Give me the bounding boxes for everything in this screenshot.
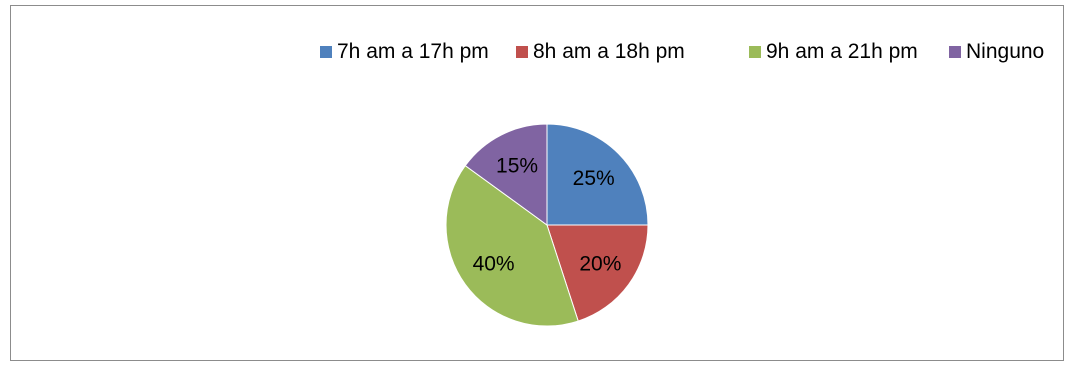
legend-item-7h-17h: 7h am a 17h pm [320,40,489,64]
legend-swatch-ninguno [949,46,961,58]
pie-slice-7h-17h [546,123,649,226]
chart-area: 7h am a 17h pm 8h am a 18h pm 9h am a 21… [10,5,1064,361]
legend: 7h am a 17h pm 8h am a 18h pm 9h am a 21… [11,40,1063,68]
pie-slice-8h-18h [546,224,649,322]
legend-label-ninguno: Ninguno [966,40,1045,63]
pie-slice-9h-21h [445,164,579,327]
data-label-8h-18h: 20% [579,252,621,275]
legend-label-8h-18h: 8h am a 18h pm [533,40,685,63]
legend-item-8h-18h: 8h am a 18h pm [516,40,685,64]
data-label-9h-21h: 40% [473,252,515,275]
legend-swatch-8h-18h [516,46,528,58]
data-label-ninguno: 15% [496,155,538,178]
legend-label-7h-17h: 7h am a 17h pm [337,40,489,63]
legend-swatch-7h-17h [320,46,332,58]
data-label-7h-17h: 25% [573,167,615,190]
legend-item-9h-21h: 9h am a 21h pm [749,40,918,64]
pie-chart: 25% 20% 40% 15% [445,123,649,327]
pie-slice-ninguno [464,123,548,226]
legend-label-9h-21h: 9h am a 21h pm [766,40,918,63]
legend-swatch-9h-21h [749,46,761,58]
legend-item-ninguno: Ninguno [949,40,1044,64]
